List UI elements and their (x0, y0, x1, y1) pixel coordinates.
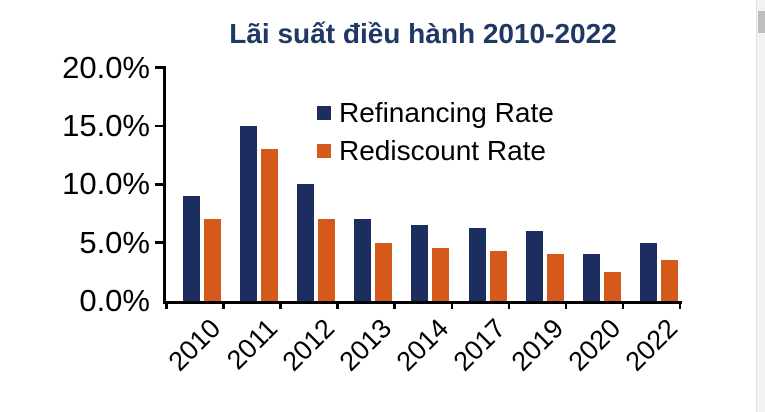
bar-rediscount-rate-2022 (660, 260, 678, 301)
bar-rediscount-rate-2014 (432, 248, 450, 301)
x-axis-tick (564, 303, 568, 309)
bar-refinancing-rate-2022 (639, 242, 657, 301)
bar-refinancing-rate-2020 (582, 254, 600, 301)
chart-title: Lãi suất điều hành 2010-2022 (229, 18, 617, 49)
x-axis-tick-label-text: 2010 (162, 313, 227, 377)
bar-rediscount-rate-2020 (603, 271, 621, 301)
bar-refinancing-rate-2011 (240, 125, 258, 301)
x-axis-tick-label-text: 2020 (562, 313, 626, 377)
x-axis-tick (621, 303, 625, 309)
bar-rediscount-rate-2011 (261, 149, 279, 301)
y-axis-tick (155, 241, 164, 244)
legend-label-rediscount: Rediscount Rate (339, 135, 547, 166)
legend: Refinancing Rate Rediscount Rate (317, 99, 554, 175)
x-axis-tick (279, 303, 282, 309)
bar-rediscount-rate-2019 (546, 254, 564, 301)
x-axis-tick-label-text: 2011 (221, 313, 284, 376)
y-axis-tick (155, 183, 164, 186)
x-axis-line (163, 301, 682, 304)
x-axis-tick-label-text: 2017 (448, 313, 512, 377)
scrollbar-thumb[interactable] (758, 11, 765, 33)
x-axis-tick (165, 303, 168, 309)
x-axis-tick-label-text: 2012 (276, 313, 341, 377)
bar-rediscount-rate-2017 (489, 251, 507, 301)
y-axis-tick-label: 5.0% (79, 224, 150, 260)
bar-refinancing-rate-2012 (297, 184, 315, 301)
x-axis-tick-label-text: 2014 (390, 313, 455, 377)
y-axis-tick-label: 10.0% (62, 166, 150, 202)
bar-refinancing-rate-2014 (411, 225, 429, 301)
bar-refinancing-rate-2010 (183, 195, 200, 301)
x-axis-tick (222, 303, 225, 309)
x-axis-tick-label-text: 2022 (619, 313, 684, 377)
scrollbar-track[interactable] (756, 0, 765, 412)
x-axis-tick (507, 303, 511, 309)
bar-rediscount-rate-2013 (375, 242, 393, 301)
x-axis-tick-label-text: 2019 (505, 313, 569, 377)
y-axis-tick (155, 66, 164, 69)
x-axis-tick (450, 303, 453, 309)
y-axis-tick-label: 0.0% (79, 283, 150, 318)
y-axis-tick-label: 20.0% (62, 49, 150, 85)
x-axis-tick (678, 303, 682, 309)
y-axis-line (163, 66, 166, 304)
bar-refinancing-rate-2013 (354, 219, 372, 301)
legend-item-rediscount: Rediscount Rate (317, 137, 554, 165)
bar-refinancing-rate-2017 (468, 228, 486, 301)
legend-swatch-rediscount (317, 144, 331, 158)
bar-rediscount-rate-2012 (318, 219, 336, 301)
legend-item-refinancing: Refinancing Rate (317, 99, 554, 127)
legend-label-refinancing: Refinancing Rate (339, 97, 554, 128)
bar-rediscount-rate-2010 (204, 219, 221, 301)
y-axis-tick (155, 124, 164, 128)
legend-swatch-refinancing (317, 106, 331, 120)
bar-refinancing-rate-2019 (525, 230, 543, 301)
x-axis-tick (336, 303, 339, 309)
x-axis-tick (393, 303, 396, 309)
x-axis-tick-label-text: 2013 (333, 313, 398, 377)
y-axis-tick-label: 15.0% (62, 107, 150, 143)
